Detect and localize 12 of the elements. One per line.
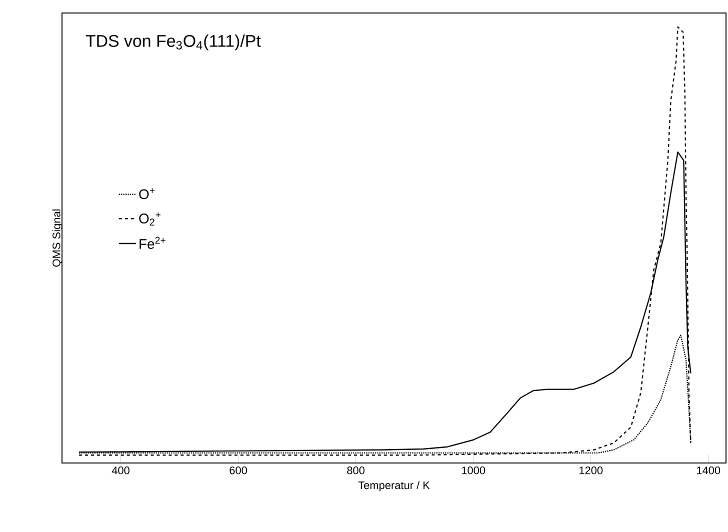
x-tick-label: 400: [112, 466, 130, 474]
y-axis-title: QMS Signal: [52, 209, 62, 267]
legend-label: O$_{2}$+: [139, 212, 161, 226]
x-tick-label: 1400: [697, 466, 720, 474]
x-tick-label: 1000: [462, 466, 486, 474]
legend-label: O$^{+}$: [139, 188, 155, 200]
chart-title: TDS von Fe$_{3}$O$_{4}$(111)/Pt: [86, 34, 261, 50]
x-tick-label: 800: [347, 466, 365, 474]
legend-label: Fe$^{2+}$: [140, 236, 166, 249]
x-axis-title: Temperatur / K: [358, 481, 430, 492]
x-tick-label: 600: [230, 466, 247, 474]
x-tick-label: 1200: [579, 466, 603, 474]
